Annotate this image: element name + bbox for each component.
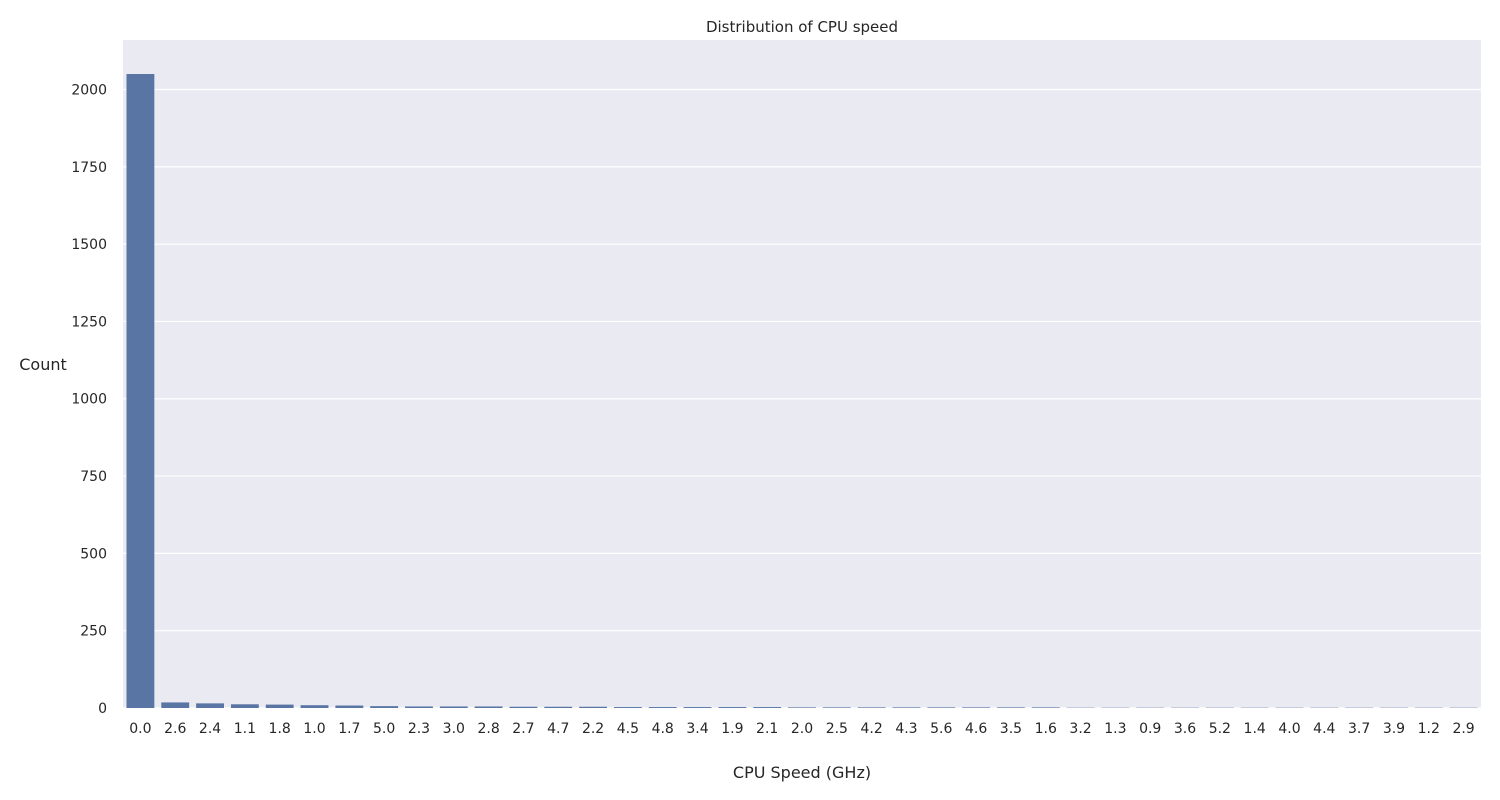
bar [788, 707, 816, 708]
x-tick-label: 4.4 [1313, 721, 1335, 737]
x-tick-label: 2.4 [199, 721, 221, 737]
x-tick-label: 1.8 [269, 721, 291, 737]
plot-background [123, 40, 1481, 708]
y-tick-labels: 0 250 500 750 1000 1250 1500 1750 2000 [71, 82, 107, 717]
x-tick-label: 1.2 [1418, 721, 1440, 737]
x-tick-label: 2.7 [512, 721, 534, 737]
x-tick-label: 2.9 [1452, 721, 1474, 737]
bar [230, 704, 259, 708]
x-tick-label: 4.7 [547, 721, 569, 737]
bar [996, 707, 1025, 708]
x-tick-label: 5.2 [1209, 721, 1231, 737]
x-tick-label: 1.6 [1035, 721, 1057, 737]
x-tick-label: 2.2 [582, 721, 604, 737]
x-tick-label: 2.6 [164, 721, 186, 737]
x-tick-label: 2.0 [791, 721, 813, 737]
y-axis-label: Count [19, 355, 67, 374]
bar [683, 707, 712, 708]
y-tick-label: 500 [80, 546, 107, 562]
bar [892, 707, 921, 708]
gridlines [123, 88, 1481, 709]
x-tick-label: 1.4 [1244, 721, 1266, 737]
bar [613, 707, 642, 708]
bar [405, 706, 433, 708]
bar [126, 74, 155, 709]
y-tick-label: 0 [98, 701, 107, 717]
x-tick-label: 3.7 [1348, 721, 1370, 737]
bar [927, 707, 956, 708]
x-tick-label: 2.8 [477, 721, 499, 737]
y-tick-label: 1250 [71, 314, 107, 330]
x-tick-label: 2.1 [756, 721, 778, 737]
x-tick-label: 4.2 [861, 721, 883, 737]
y-tick-label: 1000 [71, 392, 107, 408]
x-axis-label: CPU Speed (GHz) [733, 763, 871, 782]
x-tick-label: 4.6 [965, 721, 987, 737]
x-tick-labels: 0.0 2.6 2.4 1.1 1.8 1.0 1.7 5.0 2.3 3.0 2.8 2.7 4.7 2… [129, 721, 1474, 737]
x-tick-label: 3.0 [443, 721, 465, 737]
x-tick-label: 2.5 [826, 721, 848, 737]
bar [857, 707, 886, 708]
x-tick-label: 5.0 [373, 721, 395, 737]
x-tick-label: 2.3 [408, 721, 430, 737]
x-tick-label: 1.9 [721, 721, 743, 737]
bar [579, 706, 608, 708]
chart-title: Distribution of CPU speed [706, 18, 898, 36]
bar [1031, 707, 1060, 708]
bar [962, 707, 991, 708]
x-tick-label: 1.1 [234, 721, 256, 737]
x-tick-label: 3.6 [1174, 721, 1196, 737]
y-tick-label: 1500 [71, 237, 107, 253]
x-tick-label: 4.3 [895, 721, 917, 737]
x-tick-label: 1.7 [338, 721, 360, 737]
x-tick-label: 1.3 [1104, 721, 1126, 737]
bar [335, 705, 364, 708]
bar [196, 703, 224, 708]
bar [718, 707, 747, 708]
bar [265, 704, 294, 708]
x-tick-label: 4.0 [1278, 721, 1300, 737]
x-tick-label: 0.9 [1139, 721, 1161, 737]
x-tick-label: 3.4 [686, 721, 708, 737]
y-tick-label: 250 [80, 624, 107, 640]
bar [822, 707, 851, 708]
x-tick-label: 0.0 [129, 721, 151, 737]
bar [161, 702, 190, 708]
y-tick-label: 2000 [71, 82, 107, 98]
x-tick-label: 1.0 [303, 721, 325, 737]
y-tick-label: 750 [80, 469, 107, 485]
bar [544, 706, 573, 708]
x-tick-label: 3.2 [1069, 721, 1091, 737]
bar [648, 707, 677, 708]
x-tick-label: 4.5 [617, 721, 639, 737]
bar [509, 706, 538, 708]
bar [439, 706, 468, 708]
bar [474, 706, 503, 708]
bar [753, 707, 782, 708]
x-tick-label: 3.9 [1383, 721, 1405, 737]
y-tick-label: 1750 [71, 160, 107, 176]
bar [300, 705, 329, 708]
x-tick-label: 3.5 [1000, 721, 1022, 737]
x-tick-label: 4.8 [652, 721, 674, 737]
bar [370, 706, 399, 708]
x-tick-label: 5.6 [930, 721, 952, 737]
bars [126, 74, 1478, 709]
